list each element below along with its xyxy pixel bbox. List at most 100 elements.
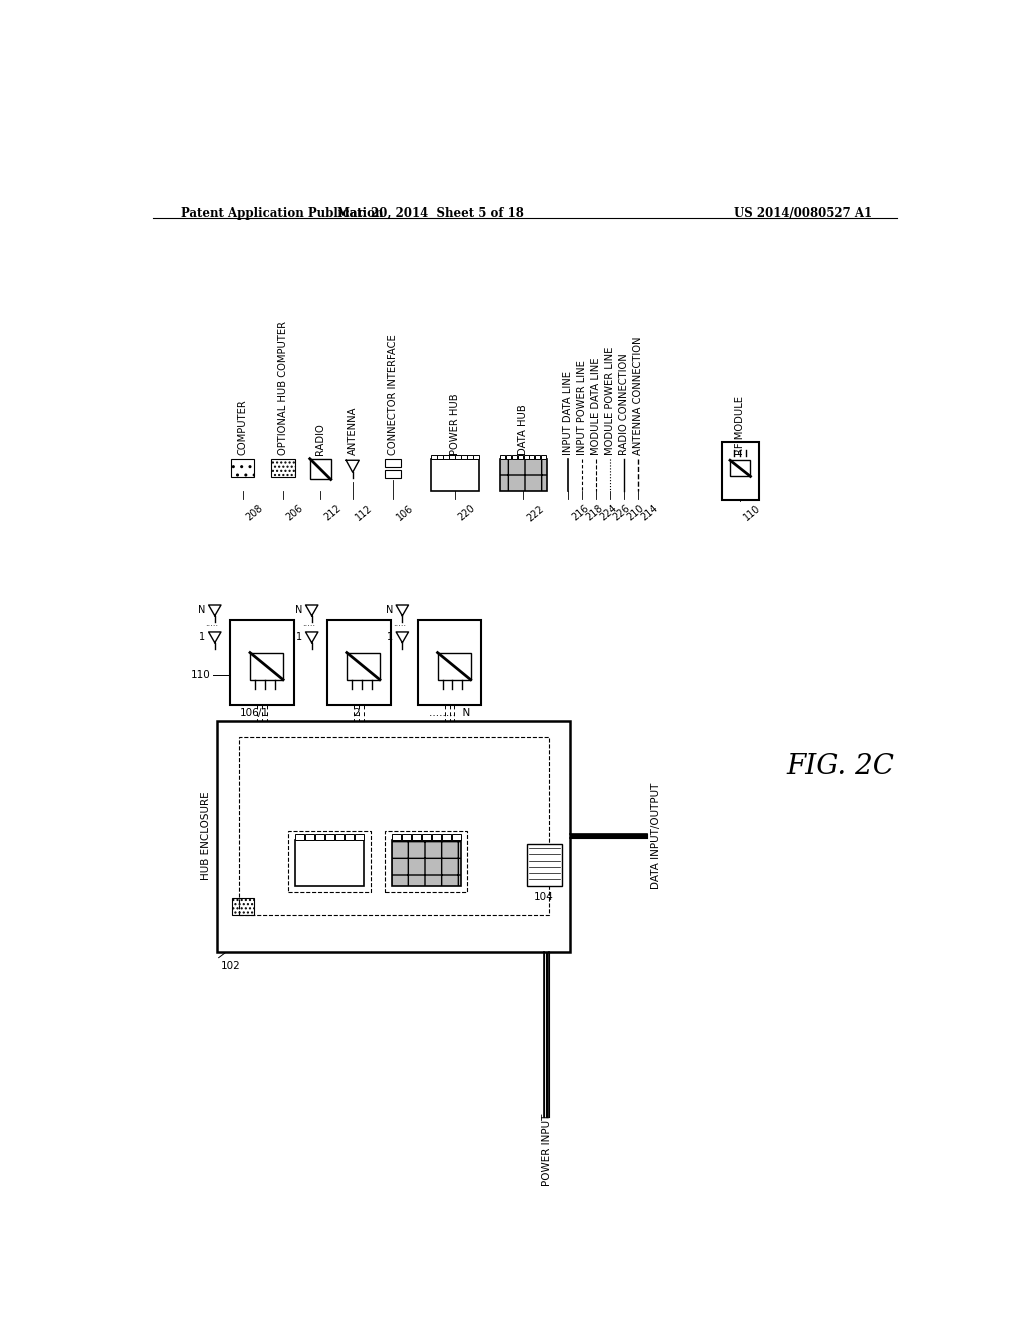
Text: /1: /1 <box>258 709 268 718</box>
Bar <box>506 455 511 459</box>
Bar <box>437 455 442 459</box>
Text: COMPUTER: COMPUTER <box>238 399 248 455</box>
Text: RADIO: RADIO <box>315 424 326 455</box>
Bar <box>347 652 380 680</box>
Bar <box>473 455 478 459</box>
Bar <box>392 834 401 840</box>
Text: N: N <box>198 606 206 615</box>
Bar <box>452 834 461 840</box>
Bar <box>462 455 467 459</box>
Bar <box>295 834 304 840</box>
Text: 216: 216 <box>569 503 591 523</box>
Text: 110: 110 <box>741 503 762 523</box>
Bar <box>512 455 517 459</box>
Text: 104: 104 <box>535 892 554 902</box>
Text: INPUT POWER LINE: INPUT POWER LINE <box>578 360 587 455</box>
Text: RADIO CONNECTION: RADIO CONNECTION <box>618 354 629 455</box>
Text: Patent Application Publication: Patent Application Publication <box>180 207 383 220</box>
Bar <box>432 834 441 840</box>
Text: MODULE DATA LINE: MODULE DATA LINE <box>591 358 601 455</box>
Text: 208: 208 <box>245 503 265 523</box>
Bar <box>536 455 541 459</box>
Text: N: N <box>386 606 393 615</box>
Bar <box>418 620 481 705</box>
Bar <box>422 834 431 840</box>
Bar <box>385 830 467 892</box>
Bar <box>309 459 331 479</box>
Text: 2: 2 <box>353 709 360 718</box>
Text: INPUT DATA LINE: INPUT DATA LINE <box>563 371 573 455</box>
Bar <box>385 470 400 478</box>
Bar <box>217 721 569 952</box>
Bar <box>450 455 455 459</box>
Bar <box>231 459 254 478</box>
Bar <box>271 459 295 478</box>
Bar <box>295 840 365 886</box>
Bar <box>335 834 344 840</box>
Bar <box>239 738 549 915</box>
Text: 206: 206 <box>285 503 305 523</box>
Bar <box>289 830 371 892</box>
Text: 106: 106 <box>240 709 259 718</box>
Bar <box>722 442 759 499</box>
Text: 226: 226 <box>611 503 632 523</box>
Text: ANTENNA CONNECTION: ANTENNA CONNECTION <box>633 337 643 455</box>
Bar <box>401 834 411 840</box>
Text: OPTIONAL HUB COMPUTER: OPTIONAL HUB COMPUTER <box>278 321 288 455</box>
Text: RF MODULE: RF MODULE <box>735 396 745 455</box>
Text: 218: 218 <box>584 503 604 523</box>
Bar <box>529 455 535 459</box>
Text: .....: ..... <box>205 619 218 628</box>
Bar <box>523 455 528 459</box>
Bar <box>250 652 283 680</box>
Bar <box>315 834 325 840</box>
Bar <box>385 459 400 467</box>
Text: 212: 212 <box>322 503 342 523</box>
Bar <box>527 843 562 886</box>
Text: 210: 210 <box>626 503 646 523</box>
Text: DATA INPUT/OUTPUT: DATA INPUT/OUTPUT <box>651 783 662 890</box>
Text: 214: 214 <box>640 503 660 523</box>
Bar <box>456 455 461 459</box>
Text: 112: 112 <box>354 503 375 523</box>
Text: Mar. 20, 2014  Sheet 5 of 18: Mar. 20, 2014 Sheet 5 of 18 <box>337 207 523 220</box>
Bar <box>730 461 751 477</box>
Text: POWER HUB: POWER HUB <box>451 393 460 455</box>
Bar <box>443 455 449 459</box>
Bar <box>541 455 546 459</box>
Bar <box>467 455 473 459</box>
Text: FIG. 2C: FIG. 2C <box>786 754 895 780</box>
Text: .....: ..... <box>302 619 315 628</box>
Text: POWER INPUT: POWER INPUT <box>542 1113 552 1185</box>
Bar <box>431 459 479 491</box>
Text: 222: 222 <box>524 503 546 523</box>
Text: 106: 106 <box>394 503 415 523</box>
Text: 110: 110 <box>191 671 211 680</box>
Text: MODULE POWER LINE: MODULE POWER LINE <box>605 346 615 455</box>
Bar <box>500 459 547 491</box>
Text: 224: 224 <box>598 503 618 523</box>
Bar <box>325 834 334 840</box>
Bar <box>431 455 436 459</box>
Bar <box>230 620 294 705</box>
Bar <box>501 455 506 459</box>
Text: .....: ..... <box>392 619 406 628</box>
Bar <box>518 455 523 459</box>
Text: CONNECTOR INTERFACE: CONNECTOR INTERFACE <box>388 334 398 455</box>
Text: US 2014/0080527 A1: US 2014/0080527 A1 <box>734 207 872 220</box>
Bar <box>354 834 364 840</box>
Text: 102: 102 <box>221 961 241 970</box>
Text: DATA HUB: DATA HUB <box>518 404 528 455</box>
Text: 1: 1 <box>296 632 302 643</box>
Bar <box>231 898 254 915</box>
Text: ........  N: ........ N <box>429 709 470 718</box>
Bar <box>345 834 354 840</box>
Bar <box>328 620 391 705</box>
Text: N: N <box>295 606 302 615</box>
Text: HUB ENCLOSURE: HUB ENCLOSURE <box>201 792 211 880</box>
Text: 1: 1 <box>387 632 393 643</box>
Text: ANTENNA: ANTENNA <box>348 407 357 455</box>
Bar <box>441 834 451 840</box>
Bar <box>437 652 471 680</box>
Text: 1: 1 <box>200 632 206 643</box>
